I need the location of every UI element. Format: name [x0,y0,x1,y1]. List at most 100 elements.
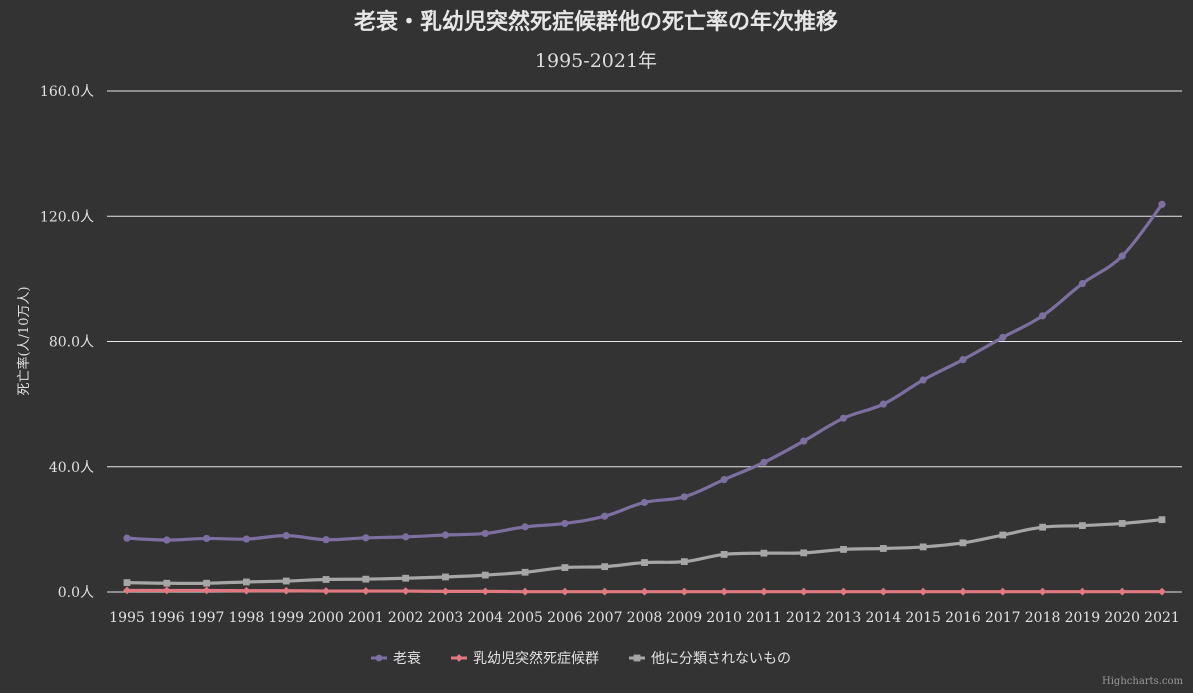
data-point[interactable] [999,531,1007,539]
data-point[interactable] [601,563,609,571]
data-point[interactable] [760,549,768,557]
data-point[interactable] [402,533,410,541]
data-point[interactable] [322,536,330,544]
data-point[interactable] [800,437,808,445]
data-point[interactable] [998,587,1007,596]
legend-label: 乳幼児突然死症候群 [473,650,599,667]
legend-item[interactable]: 他に分類されないもの [629,651,791,667]
data-point[interactable] [203,534,211,543]
x-tick-label: 2012 [786,610,822,626]
data-point[interactable] [1078,587,1087,596]
legend-marker[interactable] [455,654,463,662]
data-point[interactable] [919,376,927,384]
x-tick-label: 2021 [1144,610,1180,626]
data-point[interactable] [481,529,489,538]
y-axis-ticks: 0.0人 40.0人 80.0人 120.0人 160.0人 [40,84,94,601]
data-point[interactable] [361,587,370,595]
data-point[interactable] [840,546,847,553]
x-tick-label: 2007 [587,610,623,626]
data-point[interactable] [720,475,728,484]
data-point[interactable] [322,576,330,583]
data-point[interactable] [959,356,967,364]
credits-link[interactable]: Highcharts.com [1102,676,1183,687]
data-point[interactable] [1078,522,1086,530]
data-point[interactable] [521,568,529,576]
data-point[interactable] [640,498,649,507]
data-point[interactable] [243,578,250,586]
data-point[interactable] [1158,516,1166,524]
series-line[interactable] [125,518,1164,585]
x-tick-label: 1995 [109,610,145,626]
data-point[interactable] [441,587,450,596]
data-point[interactable] [1118,252,1126,260]
data-point[interactable] [521,523,529,531]
data-point[interactable] [1158,200,1166,208]
legend-item[interactable]: 老衰 [371,650,421,667]
legend-marker[interactable] [375,654,383,662]
data-point[interactable] [800,549,808,557]
legend-marker[interactable] [633,654,641,662]
data-point[interactable] [242,535,251,543]
data-point[interactable] [600,587,609,596]
data-point[interactable] [521,587,529,596]
data-point[interactable] [163,536,171,544]
data-point[interactable] [1158,587,1166,596]
data-point[interactable] [680,558,688,566]
data-point[interactable] [959,539,967,547]
data-point[interactable] [1078,279,1086,288]
data-point[interactable] [1038,587,1047,596]
data-point[interactable] [481,571,489,579]
data-point[interactable] [561,519,569,528]
data-point[interactable] [163,579,171,587]
data-point[interactable] [919,543,927,551]
data-point[interactable] [362,534,370,542]
data-point[interactable] [1118,520,1126,527]
x-tick-label: 2015 [905,610,941,626]
data-point[interactable] [959,587,967,596]
data-point[interactable] [322,587,330,595]
data-point[interactable] [999,333,1007,342]
data-point[interactable] [680,493,688,501]
data-point[interactable] [720,551,728,558]
data-point[interactable] [760,587,768,596]
data-point[interactable] [123,586,131,595]
data-point[interactable] [879,400,887,408]
data-point[interactable] [601,512,609,520]
data-point[interactable] [760,458,768,466]
data-point[interactable] [680,587,689,596]
data-point[interactable] [839,414,848,422]
data-point[interactable] [560,587,569,596]
data-point[interactable] [362,575,370,583]
data-point[interactable] [1038,312,1047,320]
data-point[interactable] [402,574,410,582]
data-point[interactable] [641,559,648,566]
data-point[interactable] [282,532,290,540]
data-point[interactable] [561,564,569,571]
data-point[interactable] [481,587,490,596]
data-point[interactable] [123,579,131,587]
data-point[interactable] [203,579,211,587]
data-point[interactable] [282,586,291,595]
data-point[interactable] [202,586,211,595]
data-point[interactable] [799,587,808,596]
data-point[interactable] [1039,523,1046,531]
data-point[interactable] [441,531,450,539]
data-point[interactable] [919,587,928,596]
data-point[interactable] [720,587,729,596]
y-tick-label: 80.0人 [49,335,94,351]
legend-label: 老衰 [393,650,421,667]
data-point[interactable] [442,573,449,581]
data-point[interactable] [879,587,888,596]
data-point[interactable] [282,577,290,585]
data-point[interactable] [879,545,887,552]
data-point[interactable] [1118,587,1127,596]
data-point[interactable] [123,534,131,542]
data-point[interactable] [401,587,410,595]
data-point[interactable] [242,586,251,595]
series-line[interactable] [125,202,1164,542]
y-tick-label: 0.0人 [58,585,94,601]
data-point[interactable] [162,586,171,595]
legend-item[interactable]: 乳幼児突然死症候群 [451,650,599,667]
data-point[interactable] [839,587,848,596]
data-point[interactable] [640,587,649,596]
